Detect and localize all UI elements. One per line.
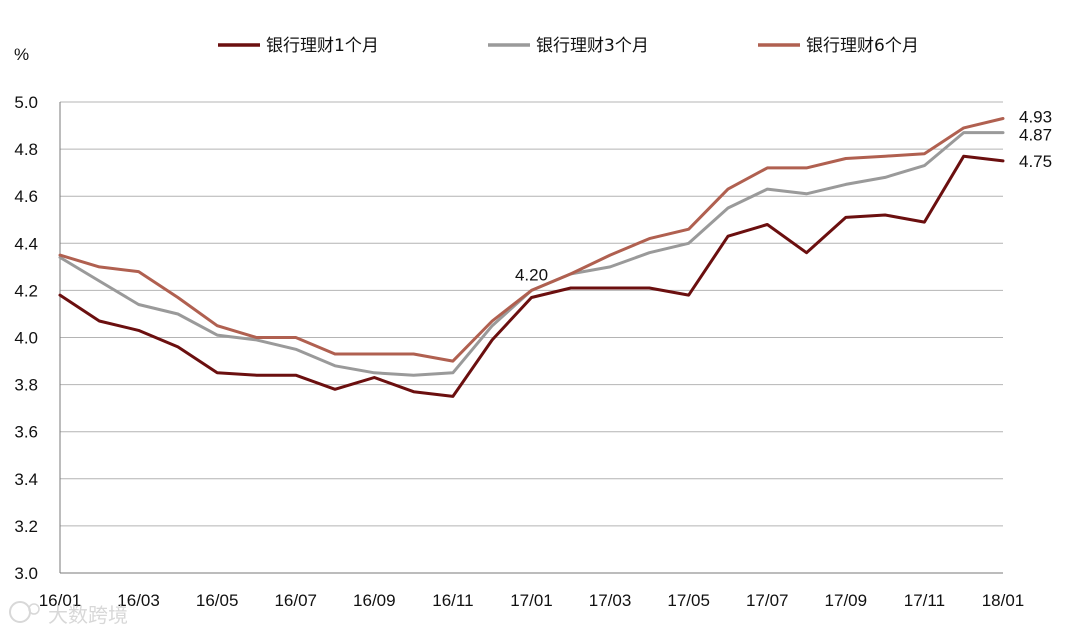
x-tick-label: 16/05 — [196, 591, 239, 610]
legend-label-2: 银行理财3个月 — [536, 36, 649, 56]
y-tick-label: 4.4 — [14, 234, 38, 253]
x-axis-ticks: 16/01 16/03 16/05 16/07 16/09 16/11 17/01 17/03… — [39, 591, 1025, 610]
unit-label: % — [14, 45, 29, 64]
legend-label-1: 银行理财1个月 — [266, 36, 379, 56]
x-tick-label: 17/01 — [510, 591, 553, 610]
axes — [59, 102, 1003, 574]
data-label: 4.75 — [1019, 152, 1052, 171]
data-label: 4.20 — [515, 265, 548, 284]
series-line-3 — [58, 117, 1005, 363]
series-lines — [58, 117, 1005, 398]
x-tick-label: 16/03 — [117, 591, 160, 610]
legend: 银行理财1个月 银行理财3个月 银行理财6个月 — [218, 36, 919, 56]
x-tick-label: 16/01 — [39, 591, 82, 610]
y-tick-label: 5.0 — [14, 93, 38, 112]
series-line-1 — [58, 154, 1005, 398]
y-tick-label: 4.0 — [14, 329, 38, 348]
y-tick-label: 3.8 — [14, 376, 38, 395]
data-label: 4.87 — [1019, 126, 1052, 145]
x-tick-label: 16/07 — [274, 591, 317, 610]
series-line-2 — [58, 131, 1005, 377]
x-tick-label: 16/09 — [353, 591, 396, 610]
y-tick-label: 3.2 — [14, 517, 38, 536]
watermark-logo-icon — [9, 601, 40, 623]
y-tick-label: 3.4 — [14, 470, 38, 489]
data-labels: 4.20 4.934.87 4.75 — [515, 107, 1052, 284]
y-tick-label: 4.8 — [14, 140, 38, 159]
watermark-text: 大数跨境 — [48, 603, 128, 627]
data-label: 4.93 — [1019, 107, 1052, 126]
x-tick-label: 17/03 — [589, 591, 632, 610]
x-tick-label: 17/07 — [746, 591, 789, 610]
watermark: 大数跨境 — [9, 601, 128, 627]
legend-label-3: 银行理财6个月 — [806, 36, 919, 56]
y-tick-label: 3.0 — [14, 564, 38, 583]
y-tick-label: 4.6 — [14, 187, 38, 206]
x-tick-label: 16/11 — [432, 591, 473, 610]
y-tick-label: 4.2 — [14, 281, 38, 300]
x-tick-label: 18/01 — [982, 591, 1025, 610]
x-tick-label: 17/11 — [904, 591, 945, 610]
y-tick-label: 3.6 — [14, 423, 38, 442]
y-axis-ticks: 3.0 3.2 3.4 3.6 3.8 4.0 4.2 4.4 4.6 4.8 5.0 — [14, 93, 38, 583]
x-tick-label: 17/05 — [667, 591, 710, 610]
x-tick-label: 17/09 — [825, 591, 868, 610]
